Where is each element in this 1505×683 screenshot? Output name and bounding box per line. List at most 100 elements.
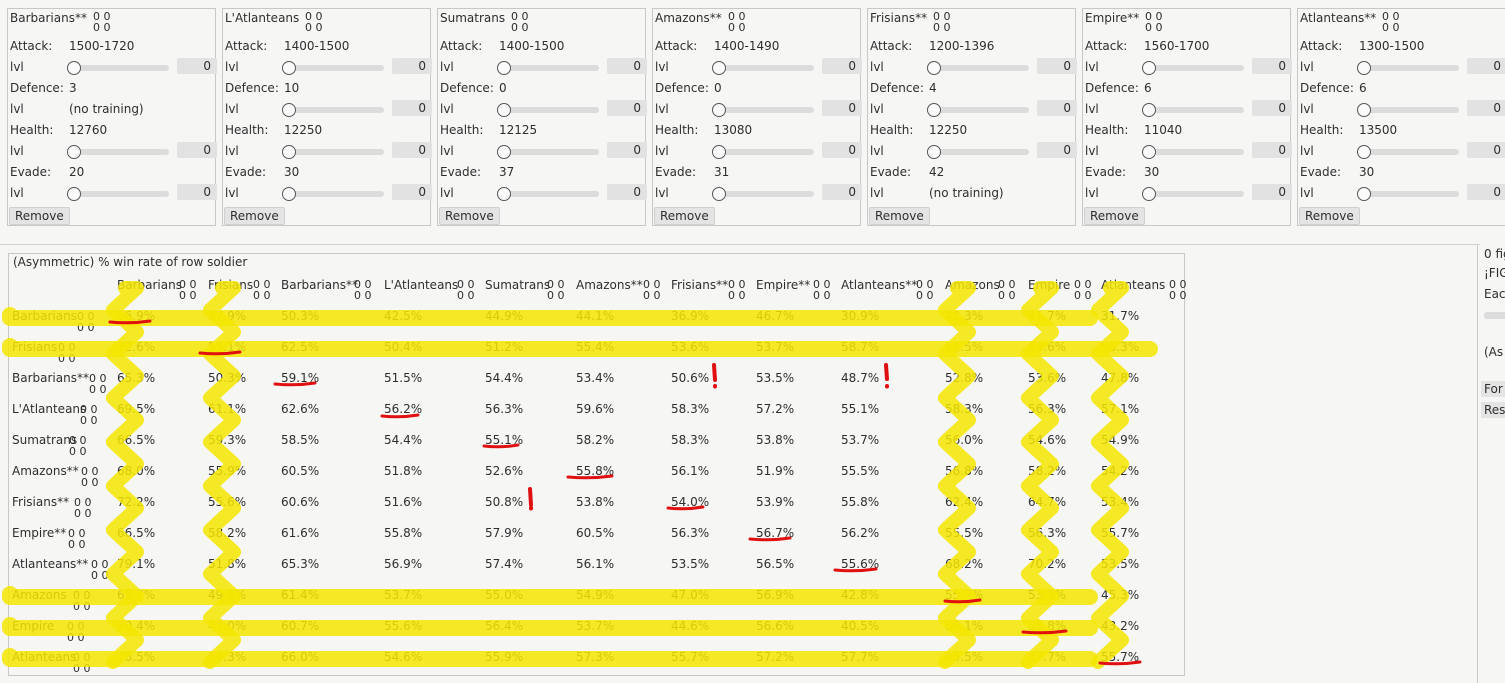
level-slider[interactable] <box>497 187 599 201</box>
level-slider[interactable] <box>282 187 384 201</box>
level-slider[interactable] <box>67 187 169 201</box>
level-slider[interactable] <box>1142 61 1244 75</box>
row-header: Amazons** <box>12 464 79 478</box>
level-spinbox[interactable]: 0 <box>177 58 217 74</box>
slider-knob[interactable] <box>1357 103 1371 117</box>
level-spinbox[interactable]: 0 <box>607 100 647 116</box>
win-rate-cell: 54.6% <box>1028 433 1067 447</box>
level-slider[interactable] <box>497 61 599 75</box>
slider-knob[interactable] <box>282 61 296 75</box>
slider-knob[interactable] <box>497 145 511 159</box>
level-spinbox[interactable]: 0 <box>1037 142 1077 158</box>
win-rate-cell: 55.8% <box>384 526 423 540</box>
slider-knob[interactable] <box>1357 187 1371 201</box>
level-spinbox[interactable]: 0 <box>1252 100 1292 116</box>
win-rate-cell: 55.5% <box>841 464 880 478</box>
level-spinbox[interactable]: 0 <box>822 100 862 116</box>
level-slider[interactable] <box>1142 187 1244 201</box>
slider-knob[interactable] <box>1357 145 1371 159</box>
level-spinbox[interactable]: 0 <box>1467 58 1505 74</box>
slider-knob[interactable] <box>67 145 81 159</box>
slider-knob[interactable] <box>1142 103 1156 117</box>
level-slider[interactable] <box>1357 61 1459 75</box>
slider-knob[interactable] <box>497 103 511 117</box>
remove-button[interactable]: Remove <box>869 207 930 225</box>
level-spinbox[interactable]: 0 <box>1037 58 1077 74</box>
win-rate-cell: 55.8% <box>576 464 615 478</box>
level-spinbox[interactable]: 0 <box>1467 184 1505 200</box>
level-spinbox[interactable]: 0 <box>1467 100 1505 116</box>
pair-top: 0 0 <box>354 278 372 291</box>
slider-knob[interactable] <box>927 61 941 75</box>
defence-value: 3 <box>69 81 77 95</box>
level-slider[interactable] <box>927 61 1029 75</box>
level-spinbox[interactable]: 0 <box>392 184 432 200</box>
row-header: Sumatrans <box>12 433 78 447</box>
slider-knob[interactable] <box>927 145 941 159</box>
level-spinbox[interactable]: 0 <box>822 142 862 158</box>
level-spinbox[interactable]: 0 <box>392 100 432 116</box>
level-slider[interactable] <box>282 61 384 75</box>
side-button-2[interactable]: Res <box>1481 402 1505 418</box>
level-slider[interactable] <box>712 187 814 201</box>
level-spinbox[interactable]: 0 <box>392 58 432 74</box>
level-slider[interactable] <box>497 103 599 117</box>
slider-knob[interactable] <box>927 103 941 117</box>
level-slider[interactable] <box>282 103 384 117</box>
slider-knob[interactable] <box>497 61 511 75</box>
remove-button[interactable]: Remove <box>439 207 500 225</box>
level-slider[interactable] <box>712 145 814 159</box>
slider-knob[interactable] <box>1142 145 1156 159</box>
slider-knob[interactable] <box>1142 187 1156 201</box>
win-rate-cell: 51.5% <box>384 371 423 385</box>
slider-knob[interactable] <box>67 61 81 75</box>
level-slider[interactable] <box>67 145 169 159</box>
remove-button[interactable]: Remove <box>224 207 285 225</box>
level-slider[interactable] <box>497 145 599 159</box>
level-spinbox[interactable]: 0 <box>177 142 217 158</box>
slider-knob[interactable] <box>282 145 296 159</box>
level-spinbox[interactable]: 0 <box>392 142 432 158</box>
remove-button[interactable]: Remove <box>9 207 70 225</box>
slider-knob[interactable] <box>282 187 296 201</box>
level-spinbox[interactable]: 0 <box>822 58 862 74</box>
level-slider[interactable] <box>1142 103 1244 117</box>
slider-knob[interactable] <box>497 187 511 201</box>
level-slider[interactable] <box>712 61 814 75</box>
level-spinbox[interactable]: 0 <box>1467 142 1505 158</box>
level-slider[interactable] <box>927 103 1029 117</box>
level-spinbox[interactable]: 0 <box>607 58 647 74</box>
attack-label: Attack: <box>870 39 913 53</box>
slider-knob[interactable] <box>1357 61 1371 75</box>
level-slider[interactable] <box>1357 187 1459 201</box>
slider-knob[interactable] <box>1142 61 1156 75</box>
level-spinbox[interactable]: 0 <box>1252 58 1292 74</box>
level-spinbox[interactable]: 0 <box>607 184 647 200</box>
level-spinbox[interactable]: 0 <box>607 142 647 158</box>
level-spinbox[interactable]: 0 <box>1037 100 1077 116</box>
slider-knob[interactable] <box>282 103 296 117</box>
level-slider[interactable] <box>1357 145 1459 159</box>
slider-knob[interactable] <box>712 187 726 201</box>
remove-button[interactable]: Remove <box>654 207 715 225</box>
slider-knob[interactable] <box>712 145 726 159</box>
side-slider[interactable] <box>1484 312 1505 319</box>
remove-button[interactable]: Remove <box>1084 207 1145 225</box>
side-button-1[interactable]: For <box>1481 381 1505 397</box>
level-spinbox[interactable]: 0 <box>177 184 217 200</box>
slider-knob[interactable] <box>712 103 726 117</box>
level-slider[interactable] <box>1357 103 1459 117</box>
level-spinbox[interactable]: 0 <box>1252 184 1292 200</box>
level-slider[interactable] <box>927 145 1029 159</box>
level-spinbox[interactable]: 0 <box>822 184 862 200</box>
level-slider[interactable] <box>67 61 169 75</box>
pair-bottom: 0 0 <box>81 476 99 489</box>
level-slider[interactable] <box>282 145 384 159</box>
slider-knob[interactable] <box>712 61 726 75</box>
remove-button[interactable]: Remove <box>1299 207 1360 225</box>
level-slider[interactable] <box>1142 145 1244 159</box>
slider-knob[interactable] <box>67 187 81 201</box>
level-slider[interactable] <box>712 103 814 117</box>
level-spinbox[interactable]: 0 <box>1252 142 1292 158</box>
